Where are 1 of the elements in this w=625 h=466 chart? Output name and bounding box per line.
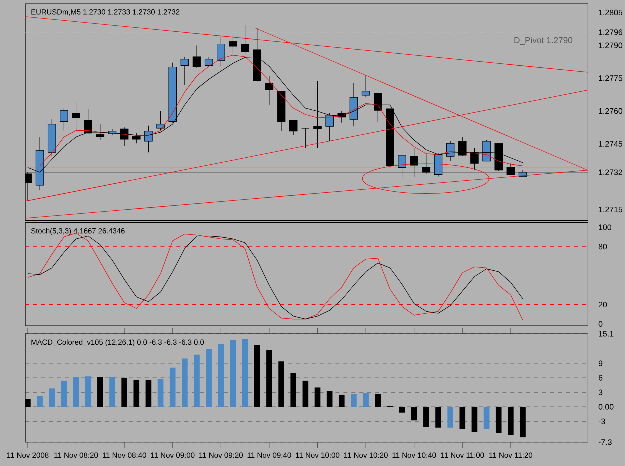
ref-line-label: D_Pivot 1.2790 xyxy=(514,37,573,45)
